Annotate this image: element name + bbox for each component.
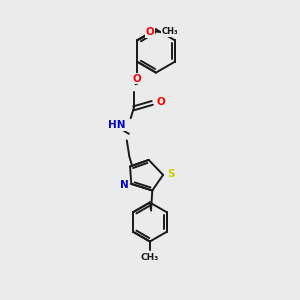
Text: CH₃: CH₃	[141, 253, 159, 262]
Text: O: O	[133, 74, 142, 84]
Text: N: N	[120, 180, 129, 190]
Text: O: O	[156, 97, 165, 107]
Text: S: S	[167, 169, 174, 179]
Text: HN: HN	[108, 120, 126, 130]
Text: O: O	[146, 27, 154, 37]
Text: CH₃: CH₃	[161, 27, 178, 36]
